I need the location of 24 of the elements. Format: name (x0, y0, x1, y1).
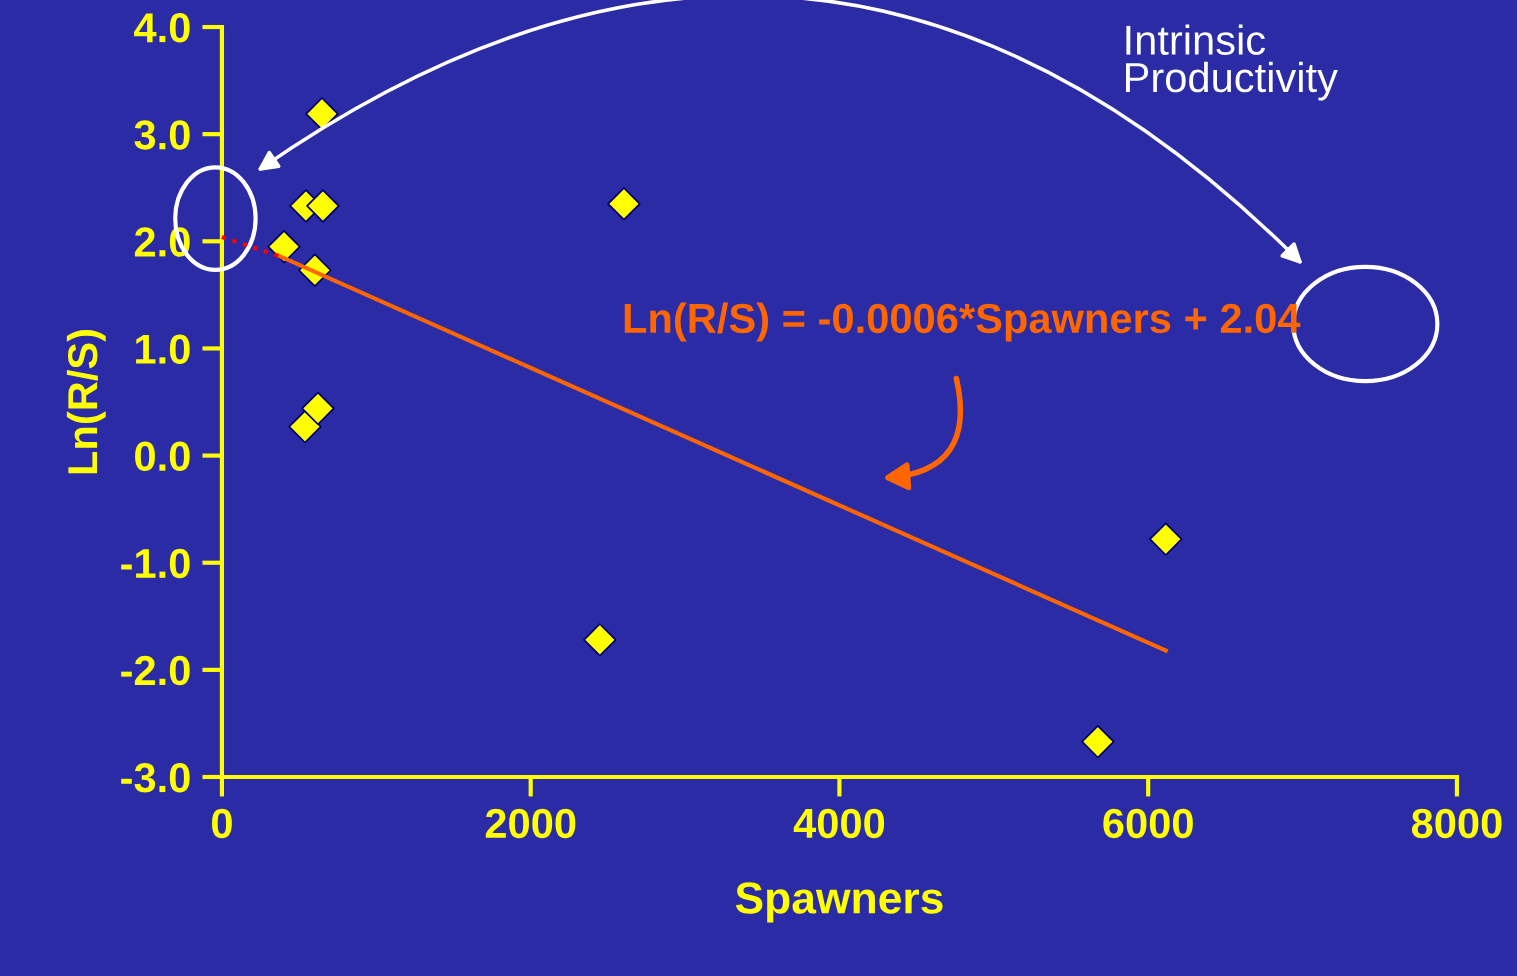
point (301, 391, 335, 426)
x-tick-label: 0 (212, 808, 232, 839)
x-tick-label: 2000 (485, 808, 576, 839)
point (305, 97, 339, 131)
point (288, 409, 322, 444)
x-tick-label: 8000 (1411, 808, 1502, 839)
annotation: Intrinsic Productivity (1126, 24, 1338, 101)
point (306, 189, 340, 223)
x-axis-title: Spawners (735, 882, 943, 923)
y-tick-label: 4.0 (134, 13, 190, 43)
x-tick-label: 4000 (793, 808, 885, 839)
y-tick-label: -1.0 (121, 548, 190, 579)
y-tick-label: -2.0 (121, 655, 190, 686)
y-tick-label: 3.0 (134, 120, 190, 150)
y-tick-label: -3.0 (121, 763, 190, 793)
point (267, 229, 301, 264)
x-tick-label: 6000 (1103, 808, 1193, 839)
y-axis-title: Ln(R/S) (66, 330, 106, 474)
point (583, 623, 617, 657)
y-tick-label: 0.0 (135, 441, 190, 472)
point (1081, 724, 1115, 759)
point (1149, 522, 1183, 556)
point (607, 187, 641, 221)
y-tick-label: 1.0 (136, 334, 190, 364)
